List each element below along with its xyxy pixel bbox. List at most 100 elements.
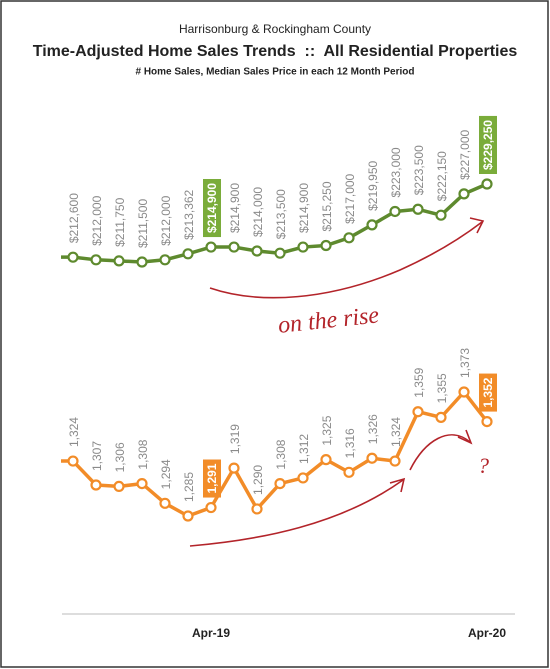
- x-tick-label: Apr-19: [192, 626, 230, 640]
- point: [228, 462, 240, 474]
- value-label: $212,600: [67, 193, 81, 243]
- point: [366, 219, 378, 231]
- value-label-text: 1,324: [67, 417, 81, 447]
- point: [481, 178, 493, 190]
- value-label-text: $223,000: [389, 147, 403, 197]
- value-label-text: 1,373: [458, 348, 472, 378]
- point: [320, 454, 332, 466]
- point: [412, 203, 424, 215]
- value-label: $212,000: [90, 195, 104, 245]
- value-label: $223,500: [412, 145, 426, 195]
- value-label-text: $215,250: [320, 181, 334, 231]
- value-label: $214,900: [297, 183, 311, 233]
- point: [251, 245, 263, 257]
- value-label-text: $223,500: [412, 145, 426, 195]
- supertitle: Harrisonburg & Rockingham County: [179, 22, 371, 36]
- point: [67, 251, 79, 263]
- point: [113, 480, 125, 493]
- value-label: 1,324: [389, 417, 403, 447]
- value-label: 1,324: [67, 417, 81, 447]
- value-label-text: 1,294: [159, 459, 173, 489]
- value-label-text: 1,290: [251, 465, 265, 495]
- value-label-text: 1,308: [136, 439, 150, 469]
- value-label: 1,316: [343, 428, 357, 458]
- point: [136, 256, 148, 268]
- point: [274, 247, 286, 259]
- value-label-text: $212,000: [90, 195, 104, 245]
- point: [435, 411, 447, 423]
- arrow-head: [457, 429, 473, 445]
- value-label: $213,500: [274, 189, 288, 239]
- label-box: [203, 178, 221, 238]
- point: [205, 501, 217, 514]
- value-label-text: 1,324: [389, 417, 403, 447]
- value-label-text: 1,355: [435, 373, 449, 403]
- value-label: $211,500: [136, 199, 150, 248]
- value-label: $213,362: [182, 189, 196, 239]
- arrow: [209, 221, 483, 299]
- value-label-text: $214,900: [228, 183, 242, 233]
- arrow: [189, 479, 404, 547]
- arrow: [409, 434, 471, 471]
- value-label: $214,900: [228, 183, 242, 233]
- value-label-text: $212,600: [67, 193, 81, 243]
- point: [481, 415, 493, 428]
- point: [113, 255, 125, 267]
- value-label-text: 1,312: [297, 434, 311, 464]
- value-label: 1,294: [159, 459, 173, 489]
- value-label-text: $229,250: [481, 120, 495, 170]
- value-label-text: 1,359: [412, 367, 426, 397]
- value-label: $219,950: [366, 160, 380, 210]
- value-label: $214,000: [251, 187, 265, 237]
- value-label: 1,306: [113, 442, 127, 472]
- point: [458, 386, 470, 398]
- value-label: 1,326: [366, 414, 380, 444]
- value-label: $212,000: [159, 195, 173, 245]
- value-label: $227,000: [458, 130, 472, 180]
- value-label-text: 1,316: [343, 428, 357, 458]
- value-label-text: 1,308: [274, 439, 288, 469]
- value-label: $215,250: [320, 181, 334, 231]
- value-label-text: $214,900: [205, 183, 219, 233]
- label-box: [479, 115, 497, 174]
- point: [67, 455, 79, 467]
- point: [136, 477, 148, 490]
- label-box: [203, 459, 221, 498]
- point: [343, 466, 355, 478]
- x-tick-label: Apr-20: [468, 626, 506, 640]
- point: [458, 188, 470, 200]
- point: [251, 503, 263, 515]
- value-label-text: 1,285: [182, 472, 196, 502]
- value-label-text: $222,150: [435, 151, 449, 201]
- point: [182, 510, 194, 522]
- value-label-text: $219,950: [366, 160, 380, 210]
- value-label: 1,355: [435, 373, 449, 403]
- value-label: 1,359: [412, 367, 426, 397]
- value-label: 1,290: [251, 465, 265, 495]
- value-label: 1,285: [182, 472, 196, 502]
- point: [320, 239, 332, 252]
- value-label: 1,308: [274, 439, 288, 469]
- value-label-text: $214,900: [297, 183, 311, 233]
- point: [389, 455, 401, 467]
- value-label: 1,352: [479, 373, 497, 412]
- point: [435, 209, 447, 221]
- value-label: $222,150: [435, 151, 449, 201]
- value-label-text: $213,362: [182, 189, 196, 239]
- value-label: 1,312: [297, 434, 311, 464]
- arrow-head: [469, 217, 485, 234]
- value-label: 1,307: [90, 441, 104, 471]
- label-box: [479, 373, 497, 412]
- point: [366, 452, 378, 464]
- point: [182, 248, 194, 260]
- point: [205, 241, 217, 253]
- point: [343, 232, 355, 244]
- value-label: 1,308: [136, 439, 150, 469]
- value-label: 1,325: [320, 415, 334, 445]
- value-label-text: 1,307: [90, 441, 104, 471]
- value-label: $223,000: [389, 147, 403, 197]
- value-label: $229,250: [479, 115, 497, 174]
